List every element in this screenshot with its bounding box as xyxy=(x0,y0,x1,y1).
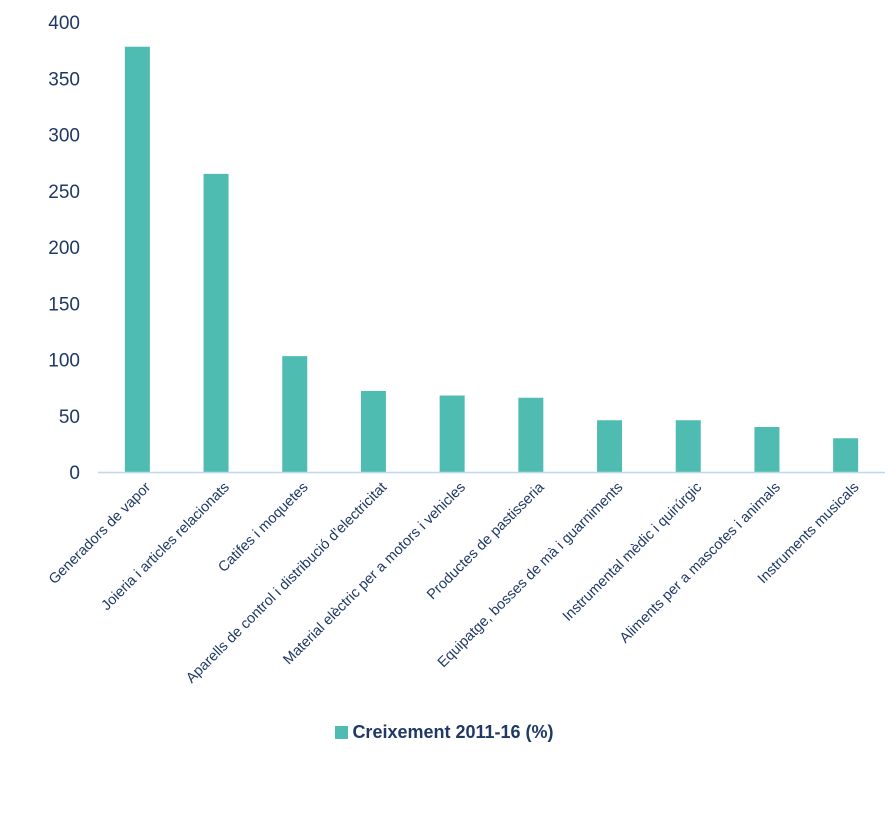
bar xyxy=(439,395,465,472)
x-tick-label: Aliments per a mascotes i animals xyxy=(617,480,784,647)
y-tick-label: 350 xyxy=(48,69,80,90)
y-tick-label: 0 xyxy=(69,463,80,484)
bar xyxy=(282,356,308,472)
bar xyxy=(360,391,386,472)
y-tick-label: 100 xyxy=(48,351,80,372)
legend: Creixement 2011-16 (%) xyxy=(0,722,889,743)
y-tick-label: 400 xyxy=(48,13,80,34)
x-tick-label: Material elèctric per a motors i vehicle… xyxy=(280,480,469,669)
y-tick-label: 150 xyxy=(48,294,80,315)
bar xyxy=(833,438,859,472)
x-tick-label: Instrumental mèdic i quirúrgic xyxy=(560,480,705,625)
y-tick-label: 300 xyxy=(48,126,80,147)
bar xyxy=(203,173,229,472)
y-tick-label: 250 xyxy=(48,182,80,203)
bar xyxy=(124,46,150,472)
legend-swatch xyxy=(335,726,349,739)
bars xyxy=(124,46,859,472)
y-tick-label: 200 xyxy=(48,238,80,259)
bar xyxy=(597,420,623,472)
y-axis-ticks: 0 50 100 150 200 250 300 350 400 xyxy=(48,13,80,484)
bar xyxy=(754,427,780,472)
y-tick-label: 50 xyxy=(59,407,80,428)
bar xyxy=(675,420,701,472)
x-tick-label: Joieria i articles relacionats xyxy=(98,480,232,614)
legend-label: Creixement 2011-16 (%) xyxy=(352,722,554,742)
bar xyxy=(518,397,544,472)
